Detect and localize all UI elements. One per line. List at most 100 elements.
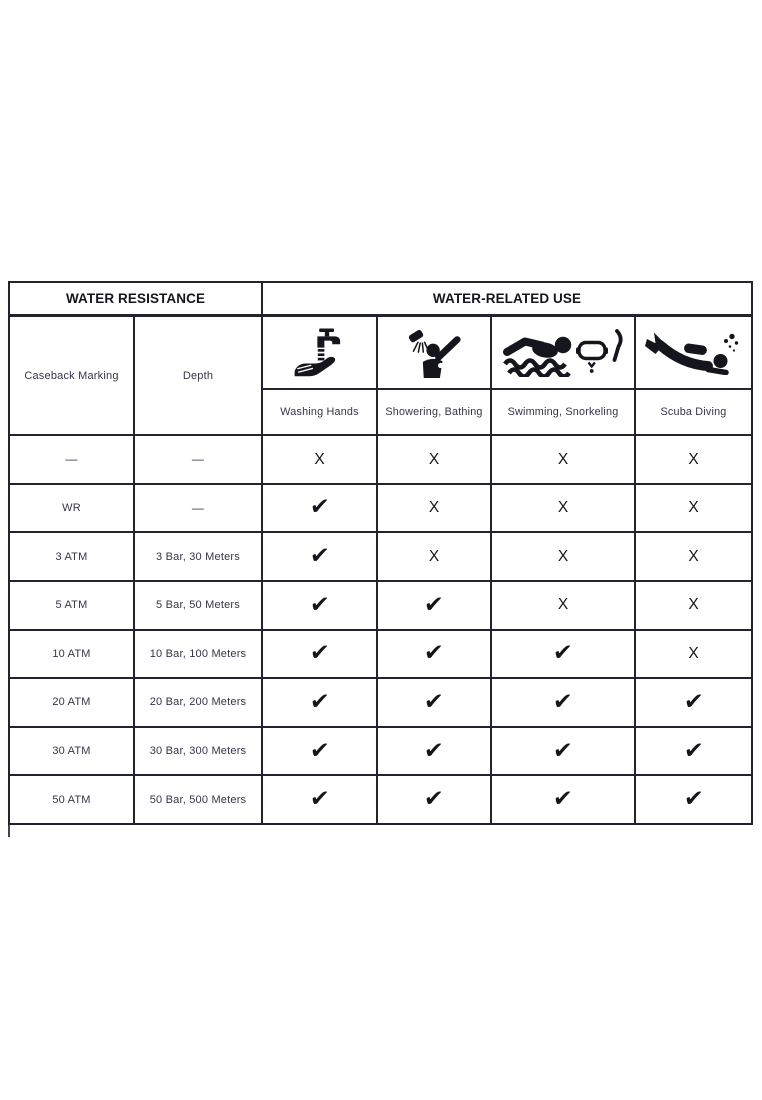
check-mark: ✔ [552,688,574,715]
table-row-suitability-cell: ✔ [492,727,634,775]
depth-value: 3 Bar, 30 Meters [156,550,240,563]
caseback-marking-value: 5 ATM [55,599,88,612]
table-row-suitability-cell: X [636,630,751,678]
check-mark: ✔ [308,591,331,618]
table-row-suitability-cell: ✔ [492,630,634,678]
showering-icon [405,328,463,378]
check-mark: ✔ [308,688,331,715]
water-resistance-section-header: WATER RESISTANCE [10,283,261,315]
caseback-marking-value: 50 ATM [52,793,91,806]
table-row-suitability-cell: X [378,533,490,580]
caseback-marking-value: 30 ATM [52,745,91,758]
check-mark: ✔ [552,640,574,667]
depth-value: 10 Bar, 100 Meters [149,647,247,660]
water-resistance-table: WATER RESISTANCE WATER-RELATED USE Caseb… [8,281,753,825]
table-row-depth: 30 Bar, 300 Meters [135,727,261,775]
table-row-depth: 3 Bar, 30 Meters [135,533,261,580]
activity-label: Swimming, Snorkeling [507,406,619,418]
check-mark: ✔ [308,494,331,521]
x-mark: X [428,547,440,565]
x-mark: X [557,499,569,517]
depth-value: — [191,500,205,515]
table-row-suitability-cell: X [636,436,751,483]
activity-icon-cell [636,317,751,388]
x-mark: X [557,596,569,614]
x-mark: X [688,499,699,517]
washing-hands-icon [292,328,348,378]
x-mark: X [428,499,440,517]
table-row-caseback-marking: WR [10,484,133,532]
check-mark: ✔ [682,737,705,764]
depth-column-header: Depth [135,317,261,434]
x-mark: X [688,645,699,663]
activity-icon-cell [378,317,490,388]
table-row-suitability-cell: ✔ [378,630,490,678]
table-row-suitability-cell: ✔ [263,581,376,629]
table-row-suitability-cell: ✔ [378,581,490,629]
table-row-suitability-cell: ✔ [263,484,376,532]
activity-icon-cell [263,317,376,388]
table-row-suitability-cell: ✔ [263,533,376,580]
activity-label-cell: Scuba Diving [636,390,751,434]
check-mark: ✔ [423,737,445,764]
x-mark: X [314,450,325,468]
table-row-suitability-cell: X [636,533,751,580]
x-mark: X [557,450,569,468]
table-row-suitability-cell: X [492,533,634,580]
table-row-depth: — [135,484,261,532]
caseback-marking-value: 3 ATM [55,550,88,563]
x-mark: X [428,450,440,468]
table-row-suitability-cell: ✔ [263,679,376,726]
x-mark: X [688,596,699,614]
check-mark: ✔ [423,688,445,715]
check-mark: ✔ [308,786,331,813]
table-row-depth: 20 Bar, 200 Meters [135,679,261,726]
activity-label-cell: Washing Hands [263,390,376,434]
activity-label: Showering, Bathing [385,406,483,418]
activity-label: Scuba Diving [660,406,727,418]
table-row-suitability-cell: X [263,436,376,483]
check-mark: ✔ [423,786,445,813]
table-row-suitability-cell: ✔ [378,679,490,726]
table-row-suitability-cell: X [492,581,634,629]
table-row-suitability-cell: X [492,436,634,483]
table-row-suitability-cell: ✔ [492,776,634,823]
table-row-suitability-cell: ✔ [263,630,376,678]
table-row-suitability-cell: ✔ [636,679,751,726]
scuba-diving-icon [644,331,743,375]
table-row-suitability-cell: X [378,484,490,532]
check-mark: ✔ [308,543,331,570]
caseback-marking-value: — [65,452,78,467]
caseback-marking-value: 20 ATM [52,696,91,709]
table-row-suitability-cell: X [636,581,751,629]
table-row-caseback-marking: 20 ATM [10,679,133,726]
check-mark: ✔ [552,737,574,764]
check-mark: ✔ [682,786,705,813]
table-row-suitability-cell: ✔ [636,776,751,823]
table-row-suitability-cell: ✔ [636,727,751,775]
table-row-caseback-marking: — [10,436,133,483]
table-bottom-edge-stub [8,825,10,837]
depth-value: 5 Bar, 50 Meters [156,599,240,612]
swimming-snorkeling-icon [501,328,625,377]
table-row-suitability-cell: ✔ [378,776,490,823]
table-row-suitability-cell: X [378,436,490,483]
check-mark: ✔ [308,737,331,764]
table-row-suitability-cell: X [492,484,634,532]
check-mark: ✔ [308,640,331,667]
depth-value: — [191,452,205,467]
x-mark: X [557,547,569,565]
table-row-caseback-marking: 50 ATM [10,776,133,823]
table-row-suitability-cell: ✔ [492,679,634,726]
table-row-caseback-marking: 3 ATM [10,533,133,580]
check-mark: ✔ [552,786,574,813]
water-related-use-section-header: WATER-RELATED USE [263,283,751,315]
depth-value: 20 Bar, 200 Meters [149,696,247,709]
depth-value: 30 Bar, 300 Meters [149,745,247,758]
check-mark: ✔ [682,688,705,715]
caseback-marking-column-header: Caseback Marking [10,317,133,434]
check-mark: ✔ [423,640,445,667]
table-row-suitability-cell: ✔ [263,776,376,823]
table-row-depth: 50 Bar, 500 Meters [135,776,261,823]
table-row-caseback-marking: 5 ATM [10,581,133,629]
